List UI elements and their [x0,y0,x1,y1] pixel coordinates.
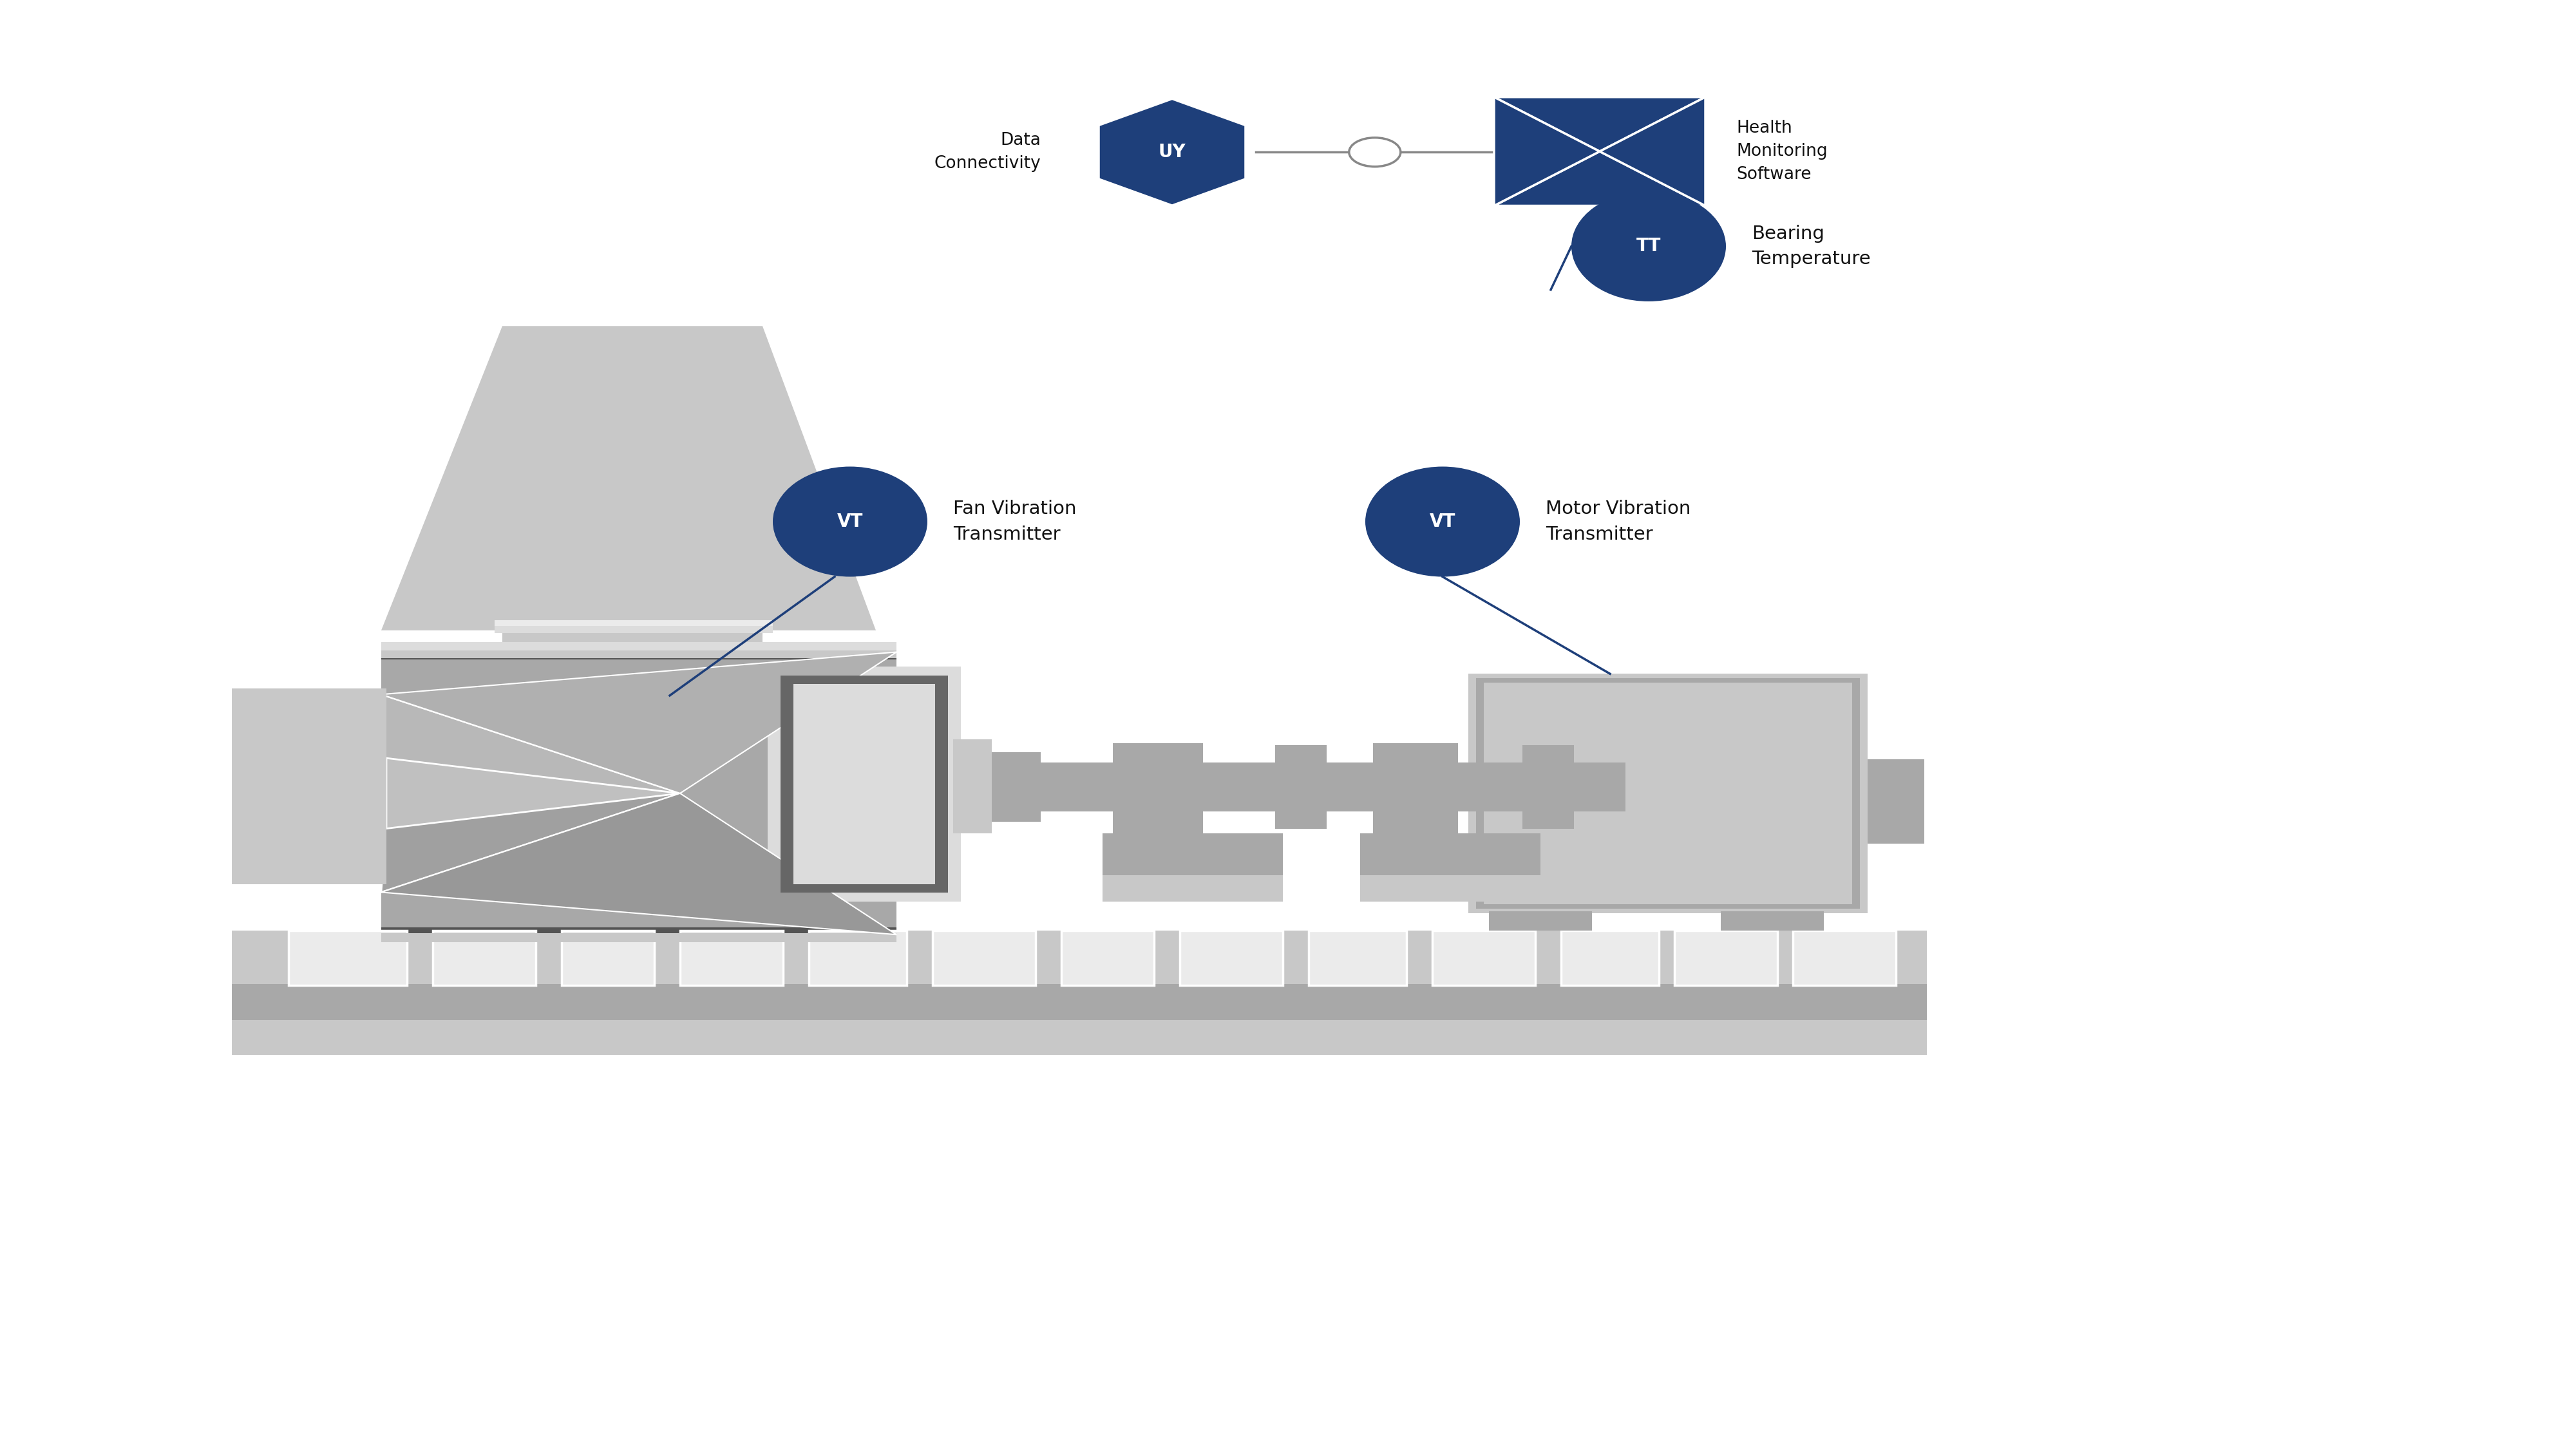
FancyBboxPatch shape [1360,833,1540,877]
FancyBboxPatch shape [381,642,896,651]
FancyBboxPatch shape [1180,930,1283,985]
FancyBboxPatch shape [989,752,1041,822]
FancyBboxPatch shape [1309,930,1406,985]
Text: Fan Vibration
Transmitter: Fan Vibration Transmitter [953,500,1077,543]
FancyBboxPatch shape [793,684,935,884]
FancyBboxPatch shape [1123,751,1193,826]
FancyBboxPatch shape [680,930,783,985]
FancyBboxPatch shape [1476,678,1860,909]
FancyBboxPatch shape [1373,743,1458,833]
FancyBboxPatch shape [1041,762,1113,811]
FancyBboxPatch shape [1381,751,1450,826]
FancyBboxPatch shape [289,930,407,985]
FancyBboxPatch shape [1113,743,1203,833]
Polygon shape [1100,100,1244,204]
FancyBboxPatch shape [433,930,536,985]
FancyBboxPatch shape [502,627,762,659]
Polygon shape [386,758,680,829]
Text: Motor Vibration
Transmitter: Motor Vibration Transmitter [1546,500,1690,543]
FancyBboxPatch shape [232,688,386,884]
FancyBboxPatch shape [1561,930,1659,985]
Ellipse shape [1571,191,1726,301]
FancyBboxPatch shape [1489,911,1592,930]
Polygon shape [381,794,896,935]
Polygon shape [1494,151,1705,206]
FancyBboxPatch shape [562,930,654,985]
FancyBboxPatch shape [1574,762,1625,811]
FancyBboxPatch shape [232,930,1927,985]
FancyBboxPatch shape [1103,875,1283,901]
Text: VT: VT [837,513,863,530]
FancyBboxPatch shape [495,620,773,626]
Polygon shape [1494,97,1600,206]
FancyBboxPatch shape [1360,875,1540,901]
FancyBboxPatch shape [381,933,896,942]
Polygon shape [381,694,680,794]
Polygon shape [381,652,896,794]
Text: Health
Monitoring
Software: Health Monitoring Software [1736,120,1826,183]
Polygon shape [1600,97,1705,206]
Polygon shape [381,794,680,893]
FancyBboxPatch shape [1327,762,1373,811]
Ellipse shape [773,467,927,577]
FancyBboxPatch shape [1522,745,1574,829]
FancyBboxPatch shape [781,675,948,893]
FancyBboxPatch shape [1458,762,1522,811]
FancyBboxPatch shape [1721,911,1824,930]
FancyBboxPatch shape [933,930,1036,985]
Polygon shape [1494,97,1705,151]
FancyBboxPatch shape [1468,674,1868,913]
FancyBboxPatch shape [809,930,907,985]
FancyBboxPatch shape [1494,97,1705,206]
Polygon shape [381,326,876,630]
FancyBboxPatch shape [495,625,773,633]
FancyBboxPatch shape [381,652,896,935]
FancyBboxPatch shape [1432,930,1535,985]
Text: TT: TT [1636,238,1662,255]
FancyBboxPatch shape [953,739,992,833]
FancyBboxPatch shape [1275,745,1327,829]
FancyBboxPatch shape [1203,762,1275,811]
FancyBboxPatch shape [1103,833,1283,877]
FancyBboxPatch shape [381,649,896,658]
Ellipse shape [1365,467,1520,577]
FancyBboxPatch shape [1793,930,1896,985]
FancyBboxPatch shape [1484,682,1852,904]
FancyBboxPatch shape [232,984,1927,1022]
Text: Bearing
Temperature: Bearing Temperature [1752,225,1870,268]
FancyBboxPatch shape [381,659,896,927]
Text: Data
Connectivity: Data Connectivity [935,132,1041,172]
Circle shape [1350,138,1401,167]
FancyBboxPatch shape [232,1020,1927,1055]
FancyBboxPatch shape [1061,930,1154,985]
FancyBboxPatch shape [232,688,386,884]
FancyBboxPatch shape [768,667,961,901]
Text: UY: UY [1159,143,1185,161]
FancyBboxPatch shape [1868,759,1924,843]
FancyBboxPatch shape [1674,930,1777,985]
Text: VT: VT [1430,513,1455,530]
